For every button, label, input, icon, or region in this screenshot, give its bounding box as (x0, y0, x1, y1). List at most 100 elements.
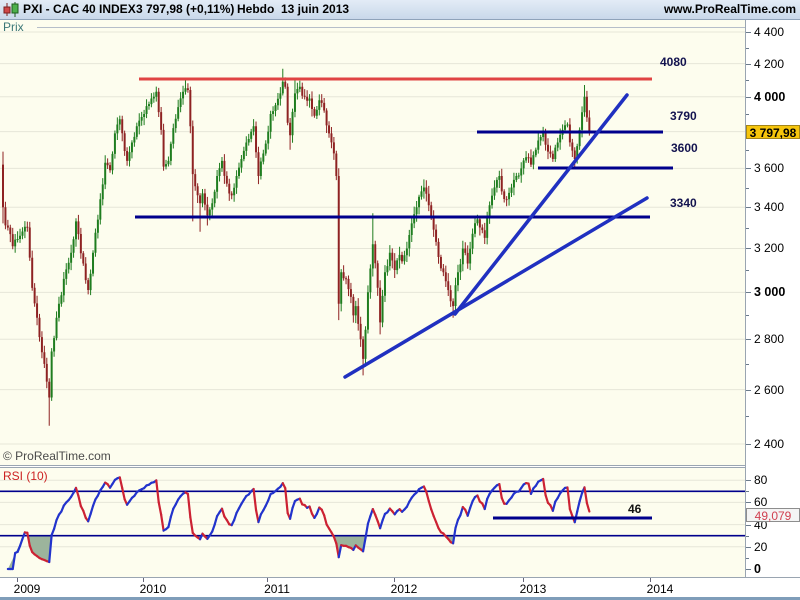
rsi-value-badge: 49,079 (746, 508, 800, 523)
rsi-line-segment (233, 511, 238, 522)
axis-tick (746, 416, 749, 418)
rsi-line-segment (211, 523, 216, 533)
axis-tick (746, 480, 751, 482)
rsi-line-segment (542, 477, 547, 497)
rsi-line-segment (308, 505, 314, 515)
rsi-line-segment (425, 490, 430, 503)
axis-tick (746, 363, 749, 365)
rsi-line-segment (291, 500, 297, 510)
rsi-line-segment (50, 527, 56, 537)
axis-tick (746, 546, 751, 548)
rsi-line-segment (578, 491, 584, 503)
axis-label-2400: 2 400 (754, 436, 785, 451)
rsi-line-segment (323, 514, 328, 526)
rsi-line-segment (157, 501, 163, 516)
rsi-line-segment (366, 514, 372, 525)
year-label-2010: 2010 (139, 582, 167, 596)
axis-label-0: 0 (754, 562, 761, 576)
down-candle-wicks (2, 77, 590, 426)
price-pane-label: Prix (3, 20, 24, 34)
axis-tick (746, 491, 749, 493)
bottom-border (0, 597, 800, 600)
year-label-2009: 2009 (13, 582, 41, 596)
prorealtime-watermark: © ProRealTime.com (3, 449, 111, 463)
rsi-line-segment (160, 513, 165, 532)
year-label-2011: 2011 (264, 582, 290, 596)
trendline-1 (343, 196, 649, 379)
price-plot (0, 31, 745, 445)
axis-tick (746, 63, 751, 65)
rsi-line-segment (74, 486, 80, 497)
axis-tick (746, 96, 751, 98)
website-link[interactable]: www.ProRealTime.com (663, 2, 796, 16)
axis-tick (746, 569, 751, 570)
rsi-line-segment (361, 536, 367, 553)
rsi-line-segment (498, 483, 503, 499)
axis-tick (746, 168, 751, 170)
axis-tick (746, 227, 749, 229)
level-label-4080: 4080 (660, 55, 687, 69)
axis-label-3600: 3 600 (754, 161, 785, 176)
rsi-line-segment (583, 486, 589, 505)
rsi-line-segment (52, 518, 58, 530)
rsi-line-segment (82, 509, 87, 519)
rsi-line-segment (87, 512, 92, 523)
rsi-line-segment (48, 533, 53, 564)
axis-tick (746, 292, 751, 294)
rsi-line-segment (332, 535, 338, 545)
rsi-line-segment (551, 500, 557, 512)
last-price-badge: 3 797,98 (746, 125, 800, 140)
axis-label-20: 20 (754, 539, 768, 554)
axis-label-60: 60 (754, 495, 768, 510)
up-candle-bodies (14, 81, 586, 398)
axis-label-3000: 3 000 (754, 285, 786, 300)
rsi-line-segment (374, 513, 379, 523)
timeframe-label: Hebdo (237, 2, 275, 16)
last-quote: 3 797,98 (+0,11%) (136, 2, 235, 16)
down-candle-bodies (2, 81, 591, 398)
rsi-line-segment (121, 487, 126, 501)
year-tick-2013 (523, 578, 524, 582)
trendline-2 (453, 93, 629, 316)
rsi-line-segment (568, 508, 574, 518)
axis-label-4200: 4 200 (754, 56, 785, 71)
rsi-line-segment (585, 502, 591, 513)
up-candle-wicks (14, 68, 585, 401)
axis-tick (746, 47, 749, 49)
time-axis[interactable]: 2009 2010 2011 2012 2013 2014 (0, 578, 800, 600)
rsi-line-segment (337, 544, 343, 559)
rsi-line-segment (364, 522, 370, 540)
axis-tick (746, 248, 751, 250)
rsi-line-segment (186, 492, 192, 519)
rsi-line-segment (466, 506, 472, 517)
rsi-line-segment (220, 507, 226, 518)
axis-tick (746, 443, 751, 445)
axis-tick (746, 535, 749, 537)
year-label-2014: 2014 (646, 582, 674, 596)
axis-label-4000: 4 000 (754, 89, 786, 104)
rsi-line-segment (288, 506, 294, 520)
axis-tick (746, 149, 749, 151)
rsi-bottom-rule (0, 577, 800, 578)
axis-tick (746, 79, 749, 81)
rsi-line-segment (167, 515, 172, 529)
year-tick-2011 (267, 578, 268, 582)
axis-tick (746, 502, 751, 504)
rsi-line-segment (155, 479, 160, 504)
rsi-line-segment (189, 516, 194, 535)
rsi-line-segment (28, 544, 34, 554)
rsi-line-segment (452, 526, 457, 545)
axis-tick (746, 557, 749, 559)
axis-tick (746, 389, 751, 391)
rsi-line-segment (11, 551, 17, 571)
axis-label-2600: 2 600 (754, 382, 785, 397)
rsi-line-segment (169, 507, 175, 518)
year-tick-2010 (143, 578, 144, 582)
rsi-line-segment (434, 520, 440, 530)
axis-tick (746, 524, 751, 526)
rsi-line-segment (213, 514, 219, 526)
rsi-support-level-label: 46 (628, 502, 642, 516)
rsi-line-segment (21, 531, 26, 541)
